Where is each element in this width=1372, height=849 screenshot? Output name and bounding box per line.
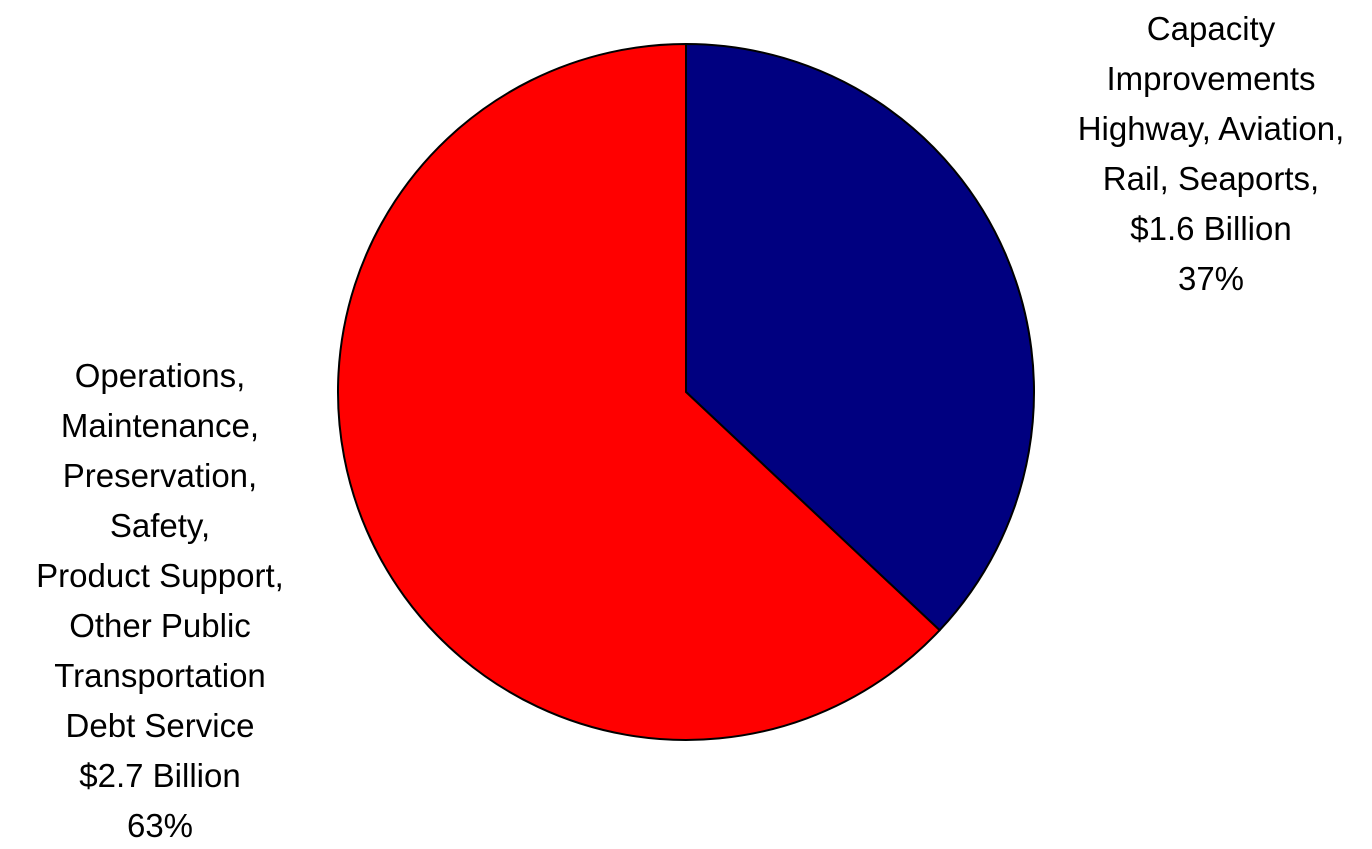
pie-slice-operations-maintenance — [337, 42, 942, 741]
slice-label-line: $1.6 Billion — [1130, 210, 1291, 247]
slice-label-line: 37% — [1178, 260, 1244, 297]
slice-label-line: Improvements — [1106, 60, 1315, 97]
slice-label-line: Safety, — [110, 507, 210, 544]
slice-label-line: Operations, — [75, 357, 246, 394]
slice-label-line: Capacity — [1147, 10, 1276, 47]
slice-label-capacity-improvements: Capacity Improvements Highway, Aviation, Ra… — [1078, 10, 1345, 297]
pie-slices — [337, 42, 1035, 741]
slice-label-line: Preservation, — [63, 457, 257, 494]
slice-label-line: Product Support, — [36, 557, 284, 594]
slice-label-line: Debt Service — [66, 707, 255, 744]
slice-label-line: $2.7 Billion — [79, 757, 240, 794]
slice-label-line: Other Public — [69, 607, 251, 644]
slice-label-line: Transportation — [54, 657, 266, 694]
slice-label-line: Maintenance, — [61, 407, 259, 444]
pie-labels: Capacity Improvements Highway, Aviation, Ra… — [36, 10, 1344, 844]
slice-label-line: Highway, Aviation, — [1078, 110, 1345, 147]
slice-label-line: 63% — [127, 807, 193, 844]
slice-label-line: Rail, Seaports, — [1103, 160, 1319, 197]
pie-slice-capacity-improvements — [685, 42, 1035, 632]
slice-label-operations-maintenance: Operations, Maintenance, Preservation, Safe… — [36, 357, 284, 844]
